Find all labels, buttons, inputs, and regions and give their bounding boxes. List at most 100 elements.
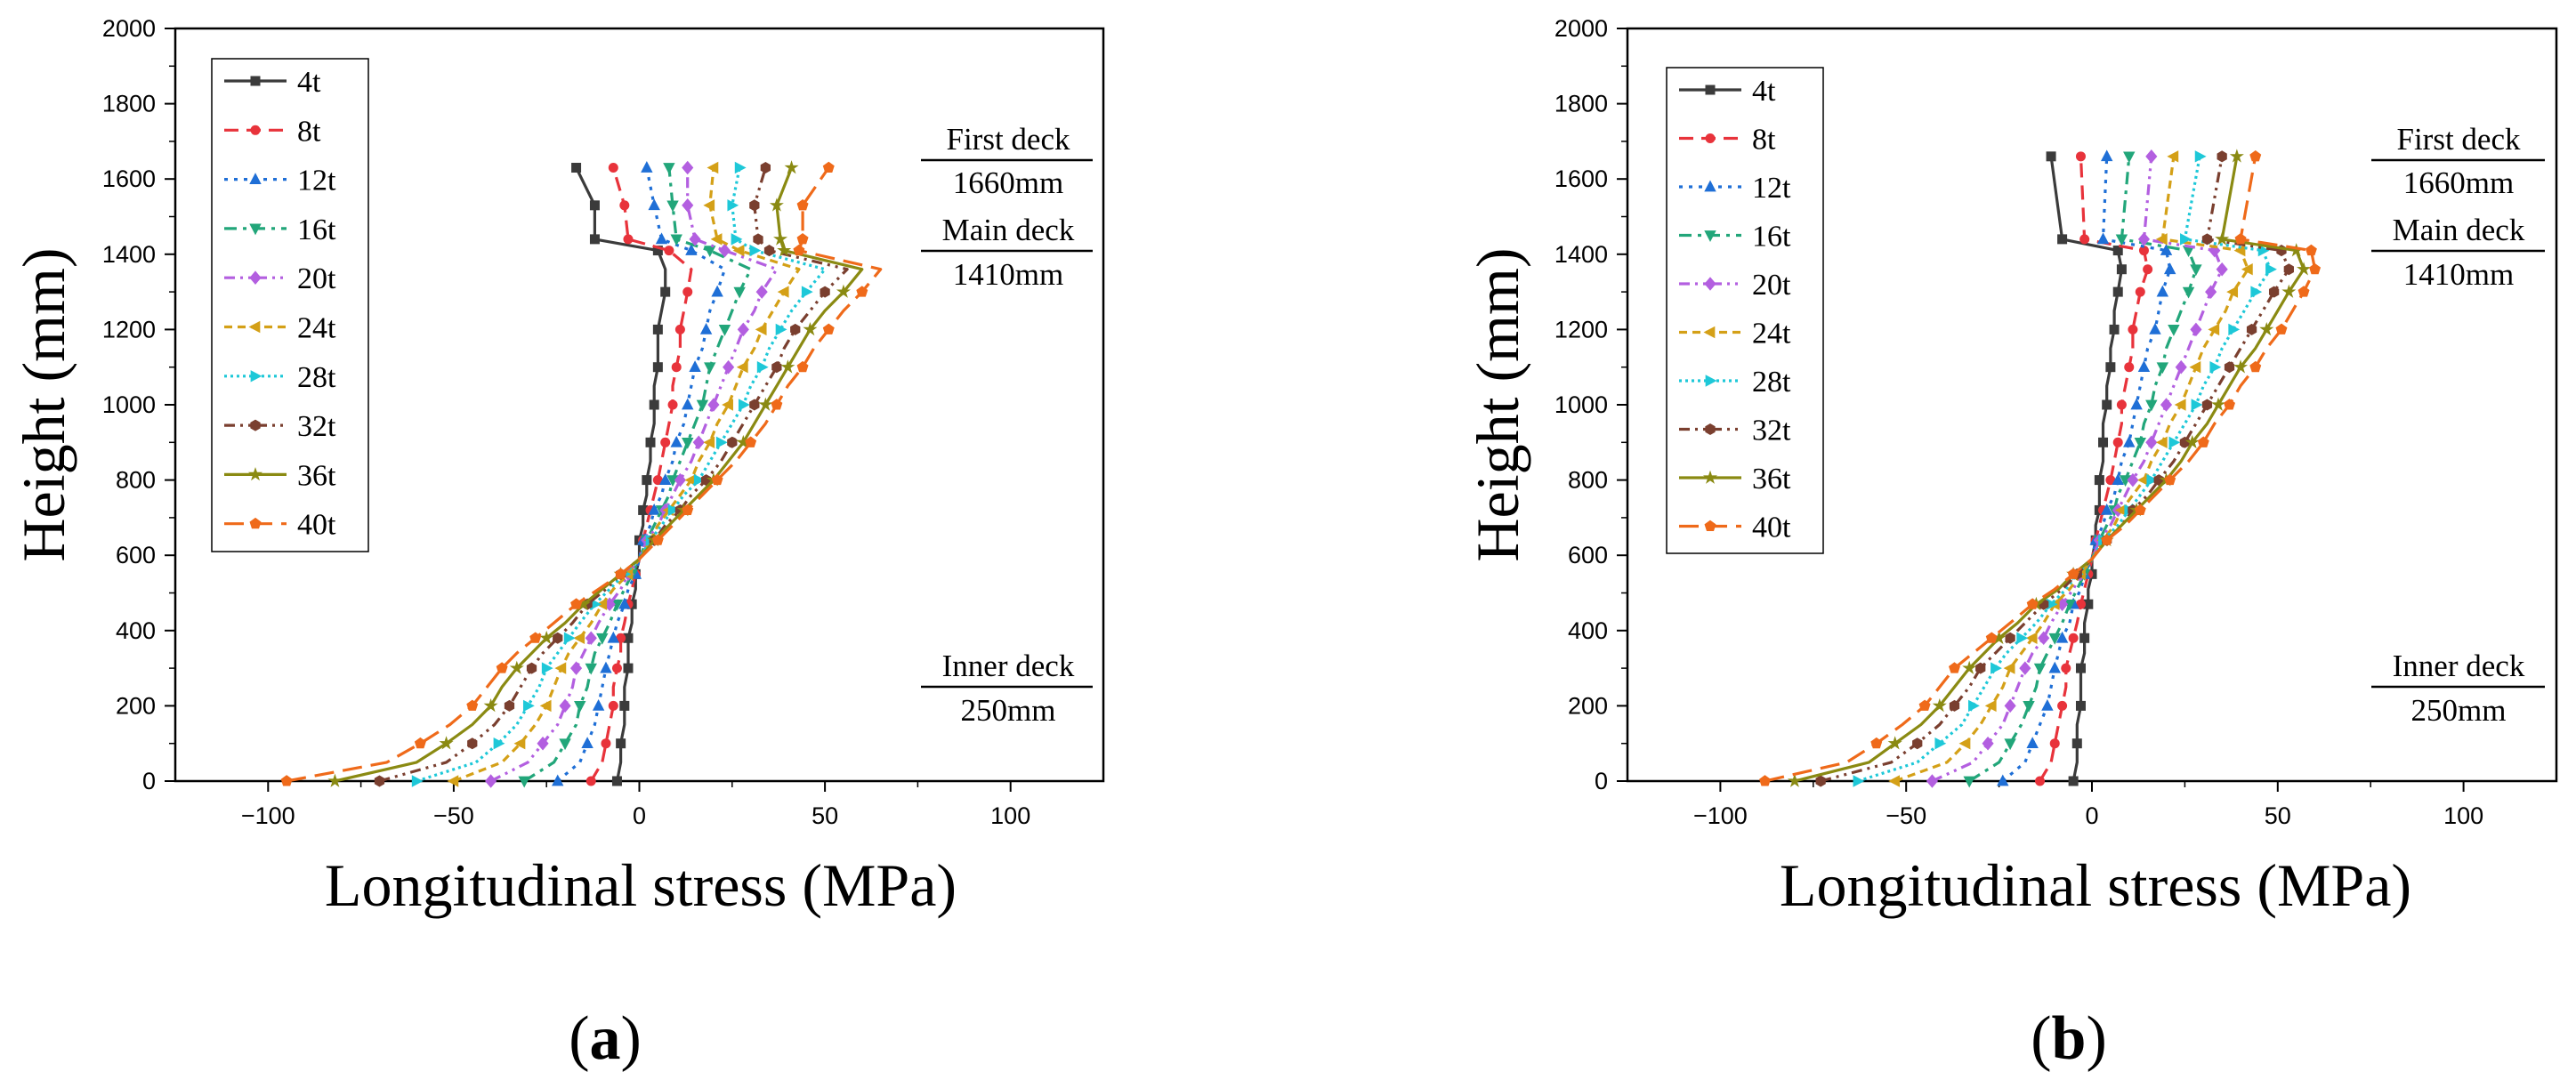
data-point xyxy=(485,774,497,788)
legend-label: 36t xyxy=(1752,463,1791,496)
data-point xyxy=(592,698,605,711)
data-point xyxy=(573,632,585,644)
y-tick-label: 0 xyxy=(1595,768,1608,794)
data-point xyxy=(666,200,679,213)
data-point xyxy=(611,663,622,673)
data-point xyxy=(692,435,705,450)
data-point xyxy=(769,197,784,212)
legend-entry: 32t xyxy=(1679,415,1791,447)
data-point xyxy=(2094,475,2104,486)
data-point xyxy=(2134,504,2146,515)
x-tick-label: −100 xyxy=(1693,802,1748,829)
data-point xyxy=(2075,663,2086,673)
data-point xyxy=(796,198,809,211)
data-point xyxy=(1963,776,1975,788)
legend-marker xyxy=(1703,326,1716,339)
data-point xyxy=(623,234,634,245)
x-tick-label: 0 xyxy=(2085,802,2098,829)
legend-entry: 16t xyxy=(1679,221,1791,254)
data-point xyxy=(856,286,868,297)
y-axis-title: Height (mm) xyxy=(10,247,77,561)
data-point xyxy=(2049,738,2060,749)
x-tick-label: 50 xyxy=(812,802,838,829)
data-point xyxy=(439,736,454,750)
data-point xyxy=(2249,360,2262,373)
data-point xyxy=(616,738,626,749)
data-point xyxy=(554,662,567,674)
data-point xyxy=(2046,151,2056,162)
data-point xyxy=(796,360,809,373)
y-tick-label: 200 xyxy=(116,692,156,719)
y-tick-label: 600 xyxy=(116,542,156,568)
data-point xyxy=(707,161,719,174)
data-point xyxy=(2146,473,2159,487)
series-24t xyxy=(1888,150,2253,787)
data-point xyxy=(2026,598,2039,609)
panel-a: −100 −50 0 50 100020040060080010001200140016… xyxy=(10,15,1105,1073)
data-point xyxy=(1918,699,1931,711)
data-point xyxy=(2160,398,2173,412)
data-point xyxy=(493,737,505,750)
data-point xyxy=(822,323,835,334)
series-line xyxy=(335,166,864,783)
panel-label-letter: b xyxy=(2052,1004,2087,1073)
data-point xyxy=(1887,736,1902,750)
data-point xyxy=(2145,435,2158,450)
data-point xyxy=(732,244,745,257)
data-point xyxy=(589,234,600,245)
legend-label: 24t xyxy=(1752,318,1791,351)
legend-entry: 32t xyxy=(224,410,336,443)
y-tick-label: 0 xyxy=(142,768,156,794)
series-32t xyxy=(1815,150,2294,787)
data-point xyxy=(796,233,809,245)
data-point xyxy=(496,662,508,673)
data-point xyxy=(1949,662,1960,673)
series-20t xyxy=(485,160,779,788)
x-tick-label: 100 xyxy=(2443,802,2483,829)
legend-entry: 8t xyxy=(1679,124,1776,157)
data-point xyxy=(733,286,746,299)
legend-entry: 16t xyxy=(224,214,336,246)
data-point xyxy=(2038,631,2050,646)
data-point xyxy=(2156,362,2169,375)
data-point xyxy=(2226,286,2239,298)
data-point xyxy=(775,323,787,336)
data-point xyxy=(539,630,554,645)
data-point xyxy=(2167,150,2179,163)
legend-entry: 36t xyxy=(224,459,336,492)
data-point xyxy=(755,285,768,299)
series-line xyxy=(589,167,693,782)
data-point xyxy=(2155,233,2168,246)
data-point xyxy=(467,737,478,750)
data-point xyxy=(2137,360,2151,373)
data-point xyxy=(2105,475,2116,486)
data-point xyxy=(1888,775,1901,787)
data-point xyxy=(1984,699,1997,713)
legend-label: 8t xyxy=(1752,124,1776,157)
x-tick-label: −50 xyxy=(433,802,474,829)
data-point xyxy=(411,775,424,787)
data-point xyxy=(652,246,663,256)
data-point xyxy=(648,503,660,515)
data-point xyxy=(836,284,851,298)
legend-marker xyxy=(250,76,261,86)
data-point xyxy=(608,700,618,711)
data-point xyxy=(2249,150,2262,162)
series-line xyxy=(2039,156,2150,782)
data-point xyxy=(1912,737,1923,750)
series-line xyxy=(575,166,667,782)
data-point xyxy=(711,473,723,486)
data-point xyxy=(2297,286,2310,297)
data-point xyxy=(2194,150,2207,163)
data-point xyxy=(2112,437,2123,447)
data-point xyxy=(539,699,552,713)
data-point xyxy=(2075,599,2086,609)
data-point xyxy=(2055,631,2069,643)
data-point xyxy=(2209,243,2221,258)
data-point xyxy=(649,399,659,410)
data-point xyxy=(758,397,773,411)
data-point xyxy=(1997,774,2009,786)
data-point xyxy=(1932,697,1947,713)
data-point xyxy=(618,597,631,609)
data-point xyxy=(722,399,733,411)
